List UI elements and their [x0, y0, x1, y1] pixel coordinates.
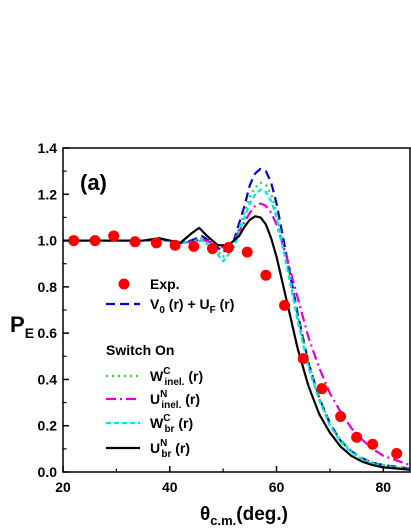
exp-point: [241, 246, 253, 258]
series-line-wc_inel: [63, 181, 410, 470]
exp-point: [297, 353, 309, 365]
exp-point: [351, 431, 363, 443]
y-tick-label: 1.4: [38, 140, 58, 156]
legend: Exp. V0 (r) + UF (r) Switch On WC inel. (…: [106, 276, 234, 460]
legend-wc-inel-label: WC inel. (r): [150, 366, 203, 388]
exp-point: [68, 235, 80, 247]
legend-base-label: V0 (r) + UF (r): [150, 296, 234, 316]
x-tick-label: 40: [162, 479, 178, 495]
x-axis-title-sub: c.m.: [210, 513, 236, 528]
x-axis-title-unit: (deg.): [236, 504, 288, 525]
legend-un-inel-label: UN inel. (r): [150, 389, 200, 411]
y-tick-label: 0.2: [38, 418, 58, 434]
legend-exp-marker: [118, 278, 130, 290]
y-tick-label: 0.0: [38, 464, 58, 480]
exp-point: [222, 242, 234, 254]
exp-point: [260, 269, 272, 281]
exp-point: [188, 240, 200, 252]
x-tick-label: 20: [55, 479, 71, 495]
x-tick-label: 60: [269, 479, 285, 495]
exp-point: [279, 299, 291, 311]
y-tick-label: 1.0: [38, 233, 58, 249]
y-tick-label: 0.4: [38, 371, 58, 387]
x-axis-title: θc.m.(deg.): [200, 504, 288, 528]
exp-point: [150, 237, 162, 249]
exp-point: [129, 236, 141, 248]
exp-point: [108, 230, 120, 242]
exp-point: [367, 438, 379, 450]
y-axis-title: PE: [10, 312, 34, 341]
x-axis-title-theta: θ: [200, 504, 210, 525]
exp-point: [89, 235, 101, 247]
legend-wc-br-label: WC br (r): [150, 413, 193, 435]
panel-label: (a): [80, 170, 107, 195]
x-tick-label: 80: [376, 479, 392, 495]
legend-exp-label: Exp.: [150, 276, 180, 292]
exp-point: [391, 447, 403, 459]
legend-un-br-label: UN br (r): [150, 438, 190, 460]
legend-header: Switch On: [106, 342, 174, 358]
exp-point: [206, 243, 218, 255]
y-tick-label: 1.2: [38, 186, 58, 202]
y-tick-label: 0.6: [38, 325, 58, 341]
exp-point: [335, 410, 347, 422]
y-tick-label: 0.8: [38, 279, 58, 295]
y-axis-title-main: P: [10, 312, 25, 337]
exp-point: [316, 383, 328, 395]
y-axis-title-sub: E: [25, 325, 34, 341]
exp-point: [169, 239, 181, 251]
